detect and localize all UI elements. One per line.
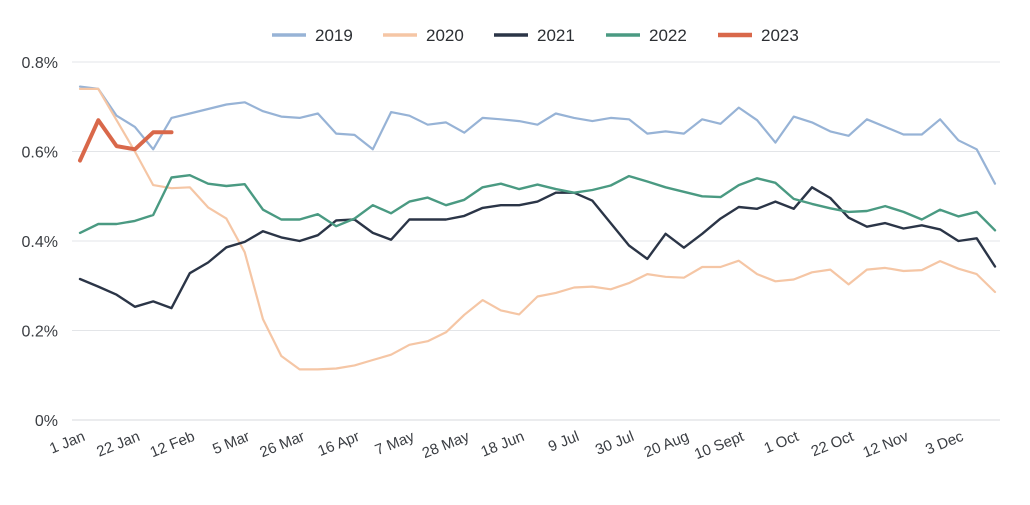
x-tick-label: 5 Mar — [210, 428, 252, 458]
x-tick-label: 26 Mar — [257, 428, 307, 461]
y-axis: 0% 0.2% 0.4% 0.6% 0.8% — [22, 55, 58, 430]
y-tick-label: 0.2% — [22, 324, 58, 341]
x-tick-label: 9 Jul — [546, 428, 582, 456]
x-tick-label: 1 Oct — [762, 428, 802, 458]
x-tick-label: 22 Oct — [809, 428, 857, 461]
series-line-2019 — [78, 85, 997, 185]
series-line-2021 — [78, 186, 997, 310]
y-tick-label: 0.8% — [22, 55, 58, 72]
y-tick-label: 0.4% — [22, 234, 58, 251]
x-tick-label: 30 Jul — [593, 428, 636, 459]
gridlines — [72, 61, 1000, 421]
series-line-2020 — [78, 87, 997, 371]
y-tick-label: 0.6% — [22, 145, 58, 162]
x-tick-label: 10 Sept — [692, 428, 747, 463]
legend-label-2022: 2022 — [649, 26, 687, 45]
x-tick-label: 1 Jan — [47, 428, 87, 458]
series-line-2023 — [78, 118, 174, 163]
x-tick-label: 12 Feb — [148, 428, 198, 461]
x-tick-label: 12 Nov — [861, 428, 912, 462]
legend-label-2020: 2020 — [426, 26, 464, 45]
x-tick-label: 22 Jan — [94, 428, 142, 461]
y-tick-label: 0% — [35, 413, 58, 430]
legend-label-2023: 2023 — [761, 26, 799, 45]
legend-label-2021: 2021 — [537, 26, 575, 45]
legend: 2019 2020 2021 2022 2023 — [272, 26, 799, 45]
x-tick-label: 7 May — [373, 428, 418, 459]
x-axis: 1 Jan 22 Jan 12 Feb 5 Mar 26 Mar 16 Apr 7 May 2… — [47, 428, 966, 463]
x-tick-label: 18 Jun — [479, 428, 527, 461]
legend-label-2019: 2019 — [315, 26, 353, 45]
x-tick-label: 20 Aug — [642, 428, 692, 461]
x-tick-label: 3 Dec — [923, 428, 966, 459]
x-tick-label: 28 May — [420, 428, 472, 462]
series-lines — [78, 85, 997, 371]
x-tick-label: 16 Apr — [315, 428, 362, 460]
series-line-2022 — [78, 173, 997, 235]
